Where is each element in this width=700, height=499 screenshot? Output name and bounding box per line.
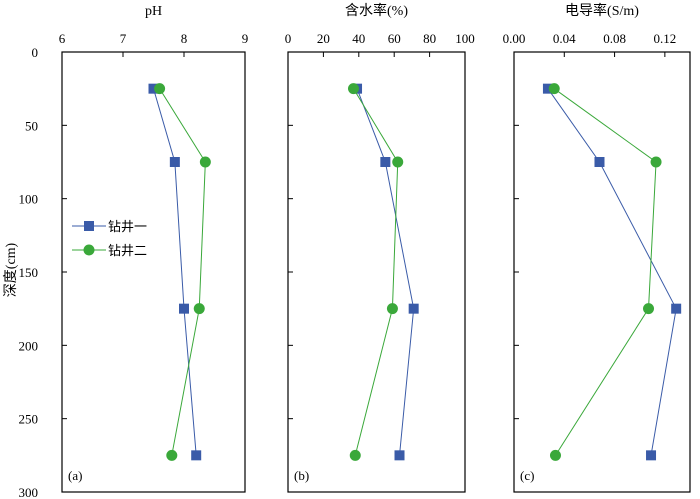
panel-c-series-1-point (671, 303, 682, 314)
panel-a-series-1-point (179, 303, 189, 314)
panel-c-x-tick-label: 0.00 (503, 31, 526, 46)
legend-marker-2 (83, 244, 95, 256)
panel-c-series-1-point (646, 450, 657, 461)
panel-c-label: (c) (520, 468, 534, 483)
panel-b-x-tick-label: 60 (388, 31, 401, 46)
panel-a-label: (a) (68, 468, 82, 483)
panel-a-x-tick-label: 8 (181, 31, 188, 46)
panel-b-x-tick-label: 100 (455, 31, 475, 46)
panel-c-series-1-point (542, 83, 553, 94)
legend: 钻井一 钻井二 (72, 219, 147, 258)
panel-b-x-tick-label: 40 (352, 31, 365, 46)
legend-label-1: 钻井一 (108, 219, 147, 234)
panel-a-frame (61, 51, 246, 493)
panel-b-series-1-point (380, 157, 391, 167)
panel-a-series-2-point (193, 303, 205, 315)
y-tick-label: 0 (32, 45, 39, 60)
panel-a-series-2-point (166, 449, 178, 461)
y-tick-label: 100 (19, 192, 39, 207)
legend-marker-1 (84, 221, 94, 231)
panel-c-x-tick-label: 0.12 (653, 31, 676, 46)
panel-c-x-tick-label: 0.04 (553, 31, 576, 46)
panel-b-frame (287, 51, 466, 493)
panel-b-series-2-point (392, 156, 404, 168)
panel-a-series-2-line (159, 88, 206, 456)
y-tick-label: 150 (19, 265, 39, 280)
y-axis-title: 深度(cm) (3, 242, 19, 297)
panel-b-series-2-line (353, 88, 399, 456)
panel-a-series-1-point (148, 83, 159, 94)
panel-b-x-tick-label: 80 (423, 31, 436, 46)
panel-c-series-2-point (549, 449, 561, 461)
y-tick-label: 200 (19, 338, 39, 353)
panel-b-series-2-point (386, 303, 398, 315)
panel-b-label: (b) (294, 468, 309, 483)
panel-c-series-2-point (643, 303, 655, 315)
panel-c-series-2-point (650, 156, 662, 168)
panel-a-series-2-point (199, 156, 211, 168)
panel-b-title: 含水率(%) (345, 2, 408, 19)
panel-b-x-tick-label: 20 (317, 31, 330, 46)
panel-a-x-tick-label: 7 (120, 31, 127, 46)
panel-b-series-1-line (356, 88, 415, 456)
panel-c-frame (513, 51, 691, 493)
y-tick-label: 250 (19, 412, 39, 427)
panel-c-series-2-point (548, 83, 560, 95)
panel-a-series-2-point (154, 83, 166, 95)
y-tick-label: 50 (25, 118, 38, 133)
legend-label-2: 钻井二 (108, 243, 147, 258)
panel-c-series-2-line (553, 88, 657, 456)
panel-a-series-1-line (153, 88, 197, 456)
panel-a-series-1-point (191, 450, 202, 461)
y-tick-label: 300 (19, 485, 39, 499)
panel-a-title: pH (145, 4, 162, 19)
panel-c-series-1-point (594, 157, 605, 167)
panel-c-title: 电导率(S/m) (565, 2, 639, 19)
panel-b-x-tick-label: 0 (285, 31, 292, 46)
panel-b-series-1-point (394, 450, 405, 461)
panel-a-x-tick-label: 6 (59, 31, 66, 46)
panel-b-series-1-point (408, 303, 419, 314)
panel-c-x-tick-label: 0.08 (603, 31, 626, 46)
panel-b-series-2-point (349, 449, 361, 461)
panel-a-x-tick-label: 9 (242, 31, 249, 46)
panel-c-series-1-line (547, 88, 677, 456)
panel-a-series-1-point (169, 157, 180, 167)
panel-b-series-2-point (347, 83, 359, 95)
